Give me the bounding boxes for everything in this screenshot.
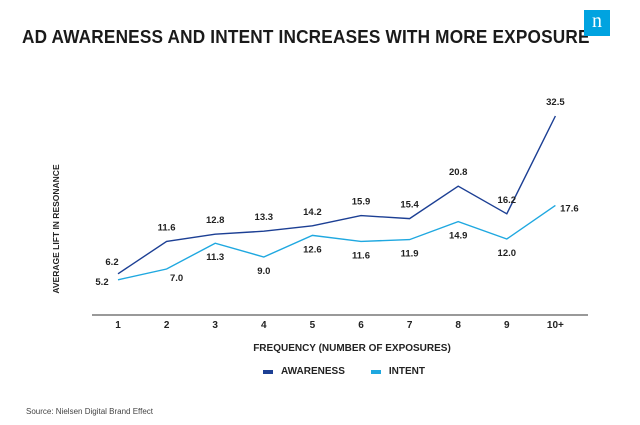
data-label-awareness: 6.2 [105, 257, 118, 268]
data-label-awareness: 11.6 [158, 222, 176, 233]
data-label-awareness: 14.2 [303, 207, 322, 218]
data-label-intent: 7.0 [170, 273, 183, 284]
data-label-awareness: 13.3 [255, 212, 274, 223]
legend-label-awareness: AWARENESS [280, 366, 345, 377]
x-tick-label: 3 [212, 320, 218, 331]
x-tick-label: 8 [455, 320, 461, 331]
x-tick-label: 7 [407, 320, 413, 331]
x-tick-label: 10+ [547, 320, 564, 331]
data-label-awareness: 15.9 [352, 197, 371, 208]
x-tick-label: 6 [358, 320, 364, 331]
data-label-awareness: 15.4 [400, 200, 419, 211]
data-label-intent: 11.3 [206, 252, 224, 263]
data-label-intent: 5.2 [95, 277, 108, 288]
x-axis-label: FREQUENCY (NUMBER OF EXPOSURES) [253, 343, 451, 354]
data-label-awareness: 32.5 [546, 97, 565, 108]
x-tick-label: 5 [310, 320, 316, 331]
series-line-awareness [117, 115, 557, 275]
x-tick-label: 4 [261, 320, 267, 331]
source-note: Source: Nielsen Digital Brand Effect [26, 407, 154, 416]
data-label-intent: 17.6 [560, 203, 579, 214]
legend-label-intent: INTENT [388, 366, 425, 377]
legend-swatch-intent [370, 369, 381, 374]
data-label-intent: 12.0 [498, 248, 517, 259]
data-label-intent: 11.6 [352, 250, 370, 261]
x-tick-label: 2 [164, 320, 170, 331]
legend-item-awareness: AWARENESS [262, 366, 345, 377]
x-tick-label: 9 [504, 320, 510, 331]
nielsen-logo: n [584, 10, 610, 36]
data-label-intent: 11.9 [401, 249, 419, 260]
legend: AWARENESS INTENT [24, 366, 640, 377]
data-label-awareness: 16.2 [498, 195, 517, 206]
legend-swatch-awareness [262, 369, 273, 374]
data-label-intent: 14.9 [449, 231, 468, 242]
data-label-intent: 9.0 [257, 266, 270, 277]
y-axis-label: AVERAGE LIFT IN RESONANCE [51, 164, 61, 294]
data-label-awareness: 20.8 [449, 167, 468, 178]
legend-item-intent: INTENT [370, 366, 425, 377]
series-line-intent [117, 204, 556, 281]
data-label-awareness: 12.8 [206, 215, 225, 226]
data-label-intent: 12.6 [303, 244, 322, 255]
chart-title: AD AWARENESS AND INTENT INCREASES WITH M… [22, 26, 590, 47]
x-tick-label: 1 [115, 320, 121, 331]
